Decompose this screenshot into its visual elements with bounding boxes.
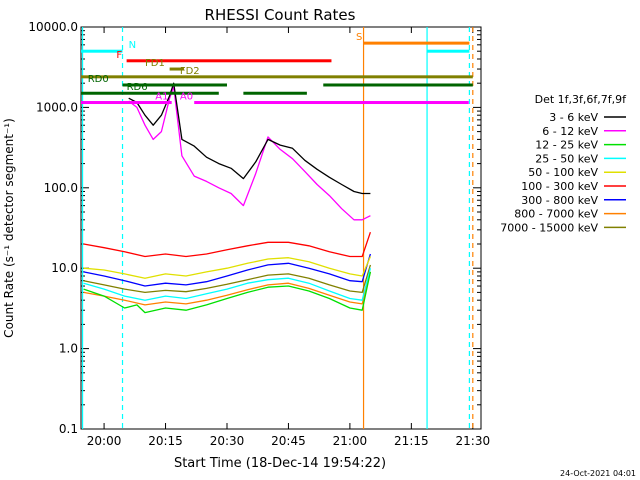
flag-label: F [116,50,122,61]
flag-bar [126,59,332,63]
flag-label: FD1 [145,58,165,69]
series-lines [83,82,372,314]
flag-label: A1 [155,92,168,103]
legend-label: 25 - 50 keV [535,152,598,165]
x-axis-label: Start Time (18-Dec-14 19:54:22) [174,456,386,471]
chart-title: RHESSI Count Rates [205,6,356,24]
x-tick-label: 20:00 [87,434,122,448]
flag-bar [363,41,470,45]
series-line [83,231,372,258]
flag-label: S [356,32,362,43]
flag-bar [81,49,123,53]
y-tick-label: 10000.0 [28,20,78,34]
flag-bar [81,91,219,95]
plot-frame [80,26,482,430]
flag-label: RD6 [127,82,148,93]
flag-label: A0 [180,92,193,103]
flag-bar [427,49,470,53]
legend-label: 12 - 25 keV [535,139,598,152]
legend-title: Det 1f,3f,6f,7f,9f [535,93,628,106]
y-tick-label: 1.0 [59,342,78,356]
legend-label: 50 - 100 keV [528,166,598,179]
axis-ticks: 20:00 20:15 20:30 20:45 21:00 21:15 21:30 0.1 1.… [28,20,490,448]
legend-label: 7000 - 15000 keV [500,221,598,234]
series-line [83,256,371,279]
legend-label: 300 - 800 keV [521,194,598,207]
flag-bar [243,91,307,95]
x-tick-label: 21:15 [394,434,429,448]
flag-bar [81,75,473,79]
y-tick-label: 0.1 [59,422,78,436]
flag-bar [122,83,227,87]
flag-label: RD0 [88,74,109,85]
footer-timestamp: 24-Oct-2021 04:01 [560,469,636,478]
axes: RHESSI Count Rates Start Time (18-Dec-14… [2,6,636,478]
series-line [83,253,372,287]
series-line [83,271,372,306]
flag-bars: N S F FD1 FD2 RD0 RD6 A1 A0 [81,32,473,105]
series-line [128,82,371,195]
y-tick-label: 1000.0 [36,100,78,114]
x-tick-label: 21:30 [456,434,491,448]
vertical-markers [81,27,474,429]
flag-bar [194,101,469,105]
x-tick-label: 21:00 [333,434,368,448]
legend-label: 3 - 6 keV [549,111,598,124]
y-tick-label: 10.0 [51,261,78,275]
y-tick-label: 100.0 [44,181,78,195]
flag-label: FD2 [180,66,200,77]
x-tick-label: 20:45 [271,434,306,448]
legend-label: 100 - 300 keV [521,180,598,193]
y-axis-label: Count Rate (s⁻¹ detector segment⁻¹) [2,118,16,338]
flag-bar [323,83,473,87]
flag-bar [81,101,172,105]
legend-label: 800 - 7000 keV [514,208,598,221]
flag-label: N [129,40,136,51]
series-line [83,268,372,301]
series-line [83,271,372,314]
x-tick-label: 20:15 [148,434,183,448]
x-tick-label: 20:30 [210,434,245,448]
series-line [83,264,372,294]
series-line [128,86,371,221]
legend-label: 6 - 12 keV [542,125,598,138]
flag-bar [169,67,184,71]
